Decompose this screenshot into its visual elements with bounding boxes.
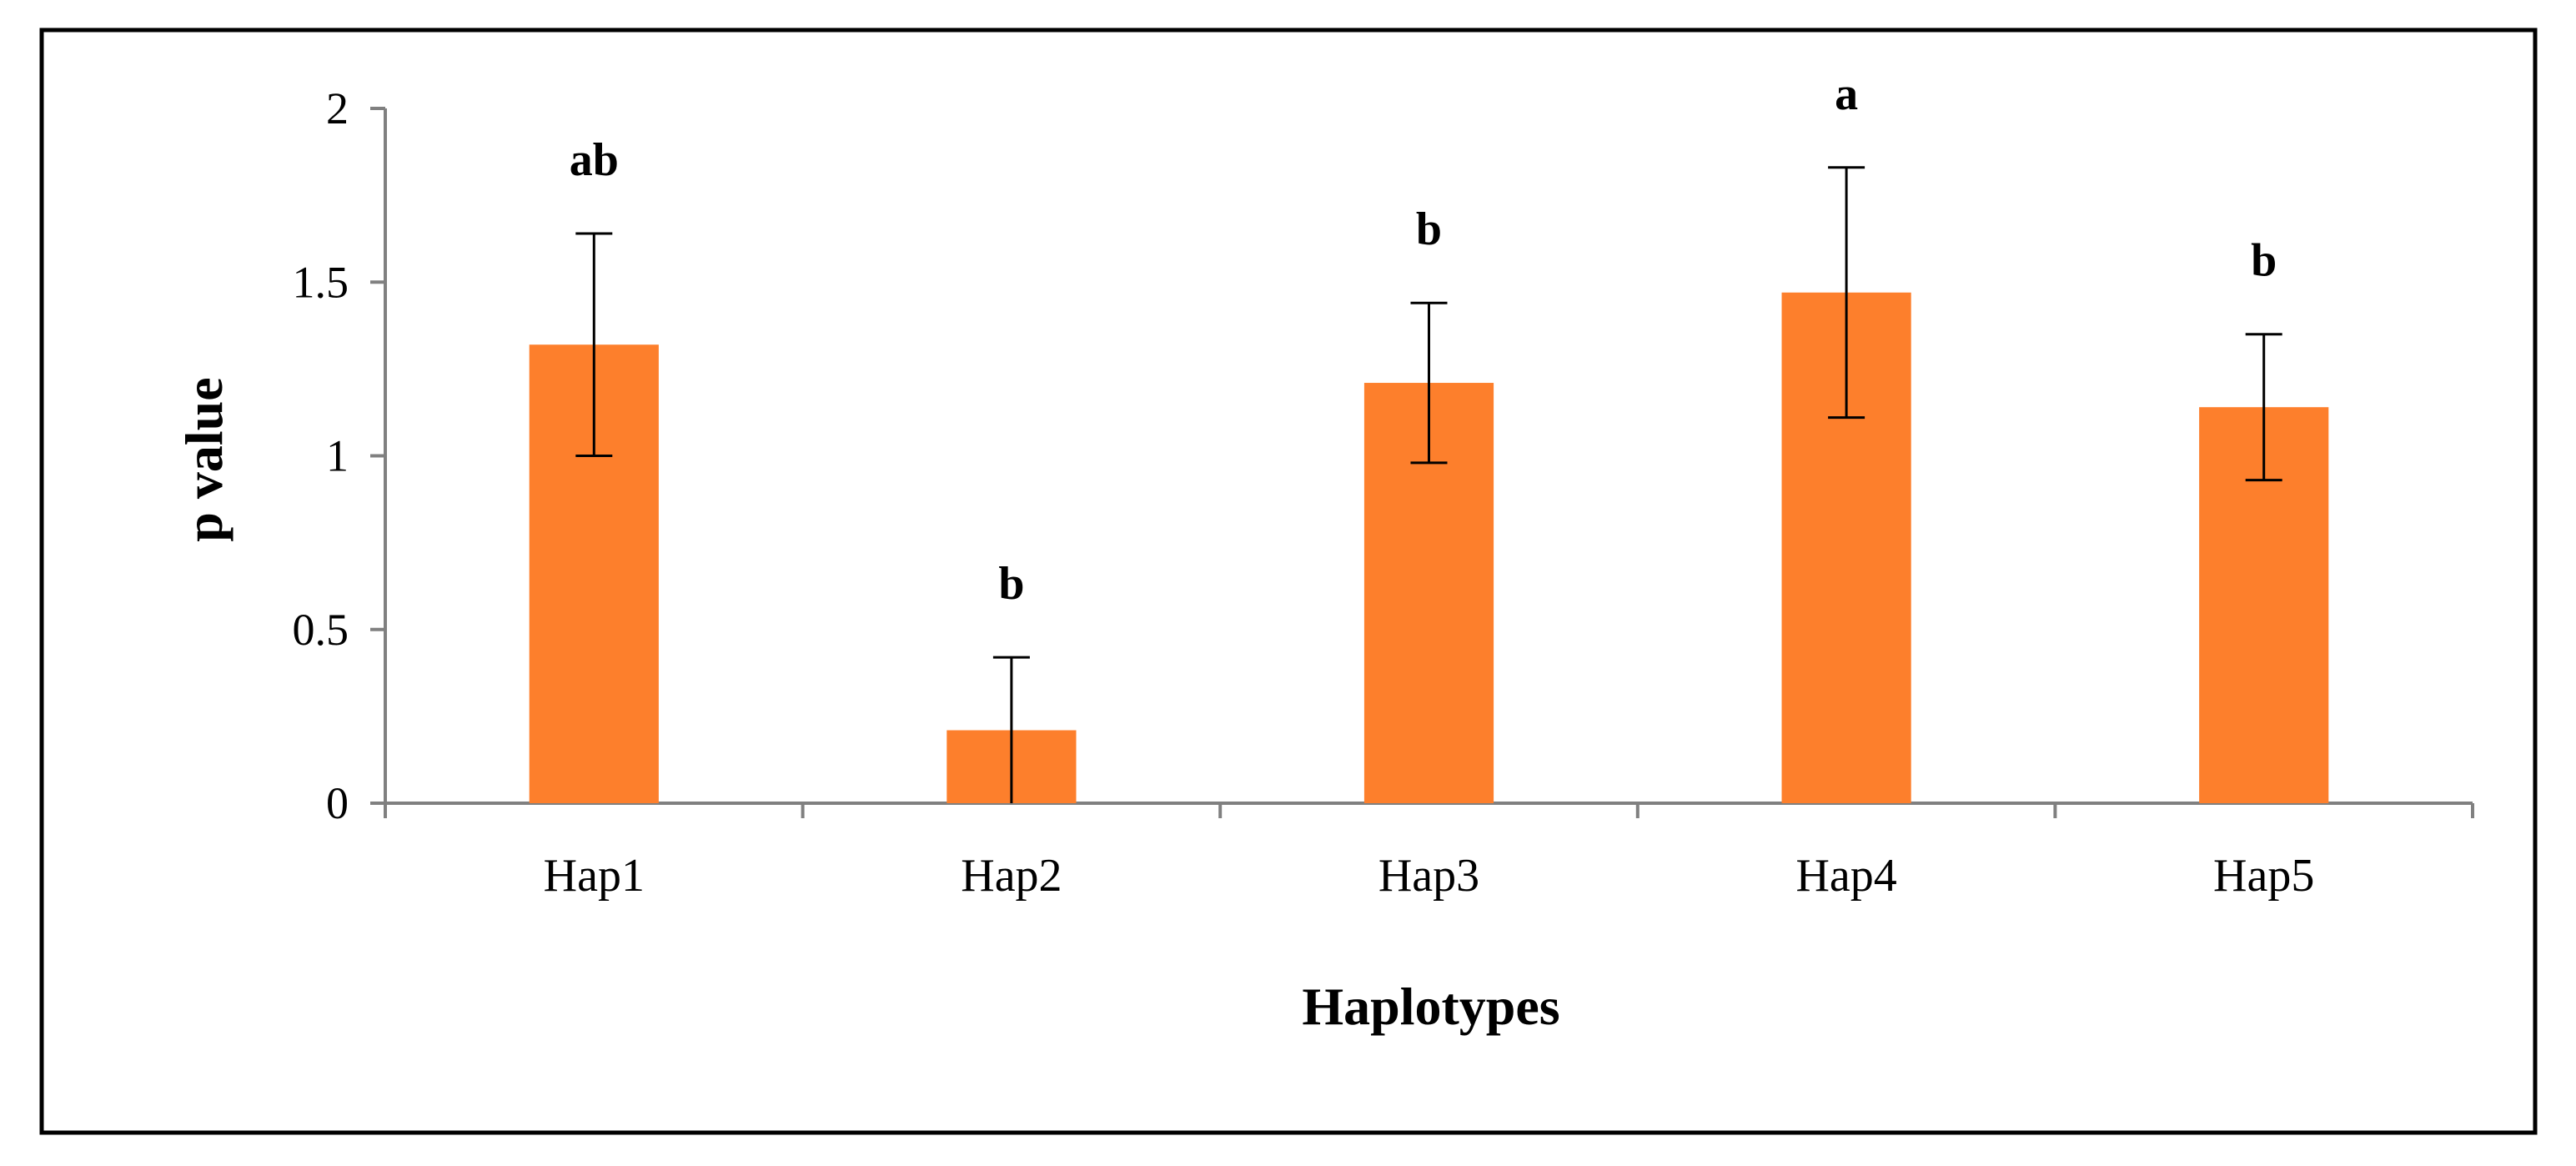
x-tick-label: Hap1 [544,850,645,902]
error-bars [575,166,2282,803]
x-tick-label: Hap4 [1795,850,1896,902]
y-tick-label: 2 [326,83,349,133]
labels: 0 0.5 1 1.5 2 Hap1 ab Hap2 b Hap3 b Hap4 a Hap5 b [293,68,2315,902]
significance-label: b [998,558,1024,610]
significance-label: ab [570,134,619,186]
y-axis-title: p value [174,377,233,541]
significance-label: b [2251,235,2277,287]
y-tick-label: 0.5 [293,605,349,655]
y-tick-label: 1 [326,431,349,481]
significance-label: a [1835,68,1858,120]
x-tick-label: Hap3 [1378,850,1479,902]
x-axis-title: Haplotypes [1302,977,1559,1036]
outer-frame [39,28,2538,1135]
significance-label: b [1416,204,1442,255]
y-tick-label: 1.5 [293,257,349,307]
x-tick-label: Hap2 [961,850,1062,902]
x-tick-label: Hap5 [2213,850,2314,902]
y-tick-label: 0 [326,778,349,828]
